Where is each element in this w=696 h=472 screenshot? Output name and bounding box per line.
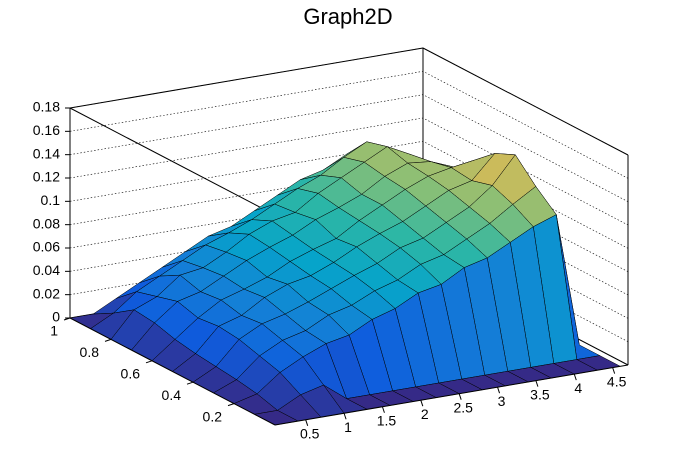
y-tick-label: 0.2 bbox=[203, 408, 223, 424]
grid-line bbox=[69, 94, 629, 202]
z-tick-label: 0.08 bbox=[33, 215, 60, 231]
x-tick bbox=[305, 419, 309, 426]
box-edge bbox=[69, 107, 276, 216]
x-tick-label: 1 bbox=[344, 419, 352, 435]
x-tick-label: 4.5 bbox=[607, 373, 627, 389]
z-tick-label: 0.1 bbox=[41, 192, 61, 208]
z-tick-label: 0.12 bbox=[33, 169, 60, 185]
x-tick bbox=[573, 373, 577, 381]
y-tick bbox=[63, 317, 71, 321]
z-tick-label: 0.18 bbox=[33, 99, 60, 115]
x-tick-label: 4 bbox=[574, 380, 582, 396]
x-tick-label: 3.5 bbox=[530, 386, 550, 402]
x-axis bbox=[274, 364, 629, 426]
y-tick bbox=[145, 360, 153, 364]
y-axis bbox=[69, 317, 276, 426]
y-tick bbox=[227, 403, 235, 407]
z-tick-label: 0 bbox=[52, 309, 60, 325]
x-tick-label: 2.5 bbox=[453, 399, 473, 415]
x-tick-label: 3 bbox=[498, 393, 506, 409]
z-tick-label: 0.04 bbox=[33, 262, 60, 278]
x-tick-label: 0.5 bbox=[300, 425, 320, 441]
x-tick bbox=[612, 367, 616, 374]
z-tick-label: 0.16 bbox=[33, 122, 60, 138]
z-tick-label: 0.06 bbox=[33, 239, 60, 255]
grid-line bbox=[69, 71, 629, 179]
y-tick bbox=[104, 338, 112, 342]
x-tick bbox=[381, 406, 385, 413]
y-tick bbox=[186, 381, 194, 385]
x-tick bbox=[420, 400, 424, 407]
z-tick-label: 0.14 bbox=[33, 145, 60, 161]
y-tick-label: 1 bbox=[50, 323, 58, 339]
y-tick-label: 0.6 bbox=[121, 366, 141, 382]
z-tick-label: 0.02 bbox=[33, 285, 60, 301]
x-tick bbox=[458, 393, 462, 400]
x-tick bbox=[343, 413, 347, 420]
y-tick-label: 0.8 bbox=[80, 344, 100, 360]
x-tick bbox=[535, 380, 539, 387]
grid-line bbox=[69, 47, 629, 156]
x-tick-label: 1.5 bbox=[377, 412, 397, 428]
grid-line bbox=[69, 117, 629, 226]
x-tick bbox=[497, 387, 501, 394]
x-tick-label: 2 bbox=[421, 406, 429, 422]
grid-line bbox=[69, 141, 629, 249]
y-tick-label: 0.4 bbox=[162, 387, 182, 403]
chart-title: Graph2D bbox=[303, 4, 392, 29]
